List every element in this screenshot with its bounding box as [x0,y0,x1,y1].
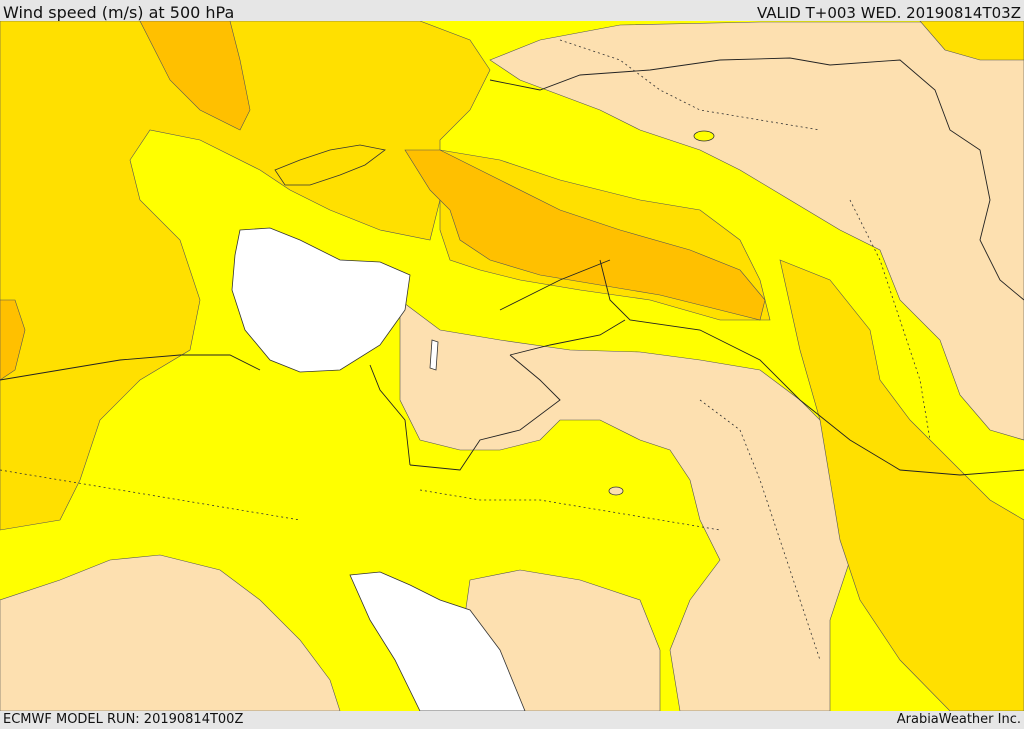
band-high-corner-ne [919,21,1024,61]
band-higher-jet [404,149,766,321]
country-borders [0,57,1024,476]
water-red-sea [349,571,526,711]
water-dead-sea [429,339,439,371]
water-east-med [231,227,411,373]
band-higher-anatolia [139,21,251,131]
header-bar: Wind speed (m/s) at 500 hPa VALID T+003 … [0,0,1024,22]
band-higher-west [0,299,26,381]
lake-2 [608,486,624,496]
wind-speed-map [0,21,1024,711]
band-low-syria-iraq [399,299,861,711]
model-run-label: ECMWF MODEL RUN: 20190814T00Z [3,712,244,727]
valid-time: VALID T+003 WED. 20190814T03Z [756,4,1021,22]
map-canvas [0,21,1024,711]
band-low-northeast [489,21,1024,441]
band-high-east [779,259,1024,711]
credit-label: ArabiaWeather Inc. [896,712,1021,727]
map-title: Wind speed (m/s) at 500 hPa [3,3,235,22]
regional-borders [0,39,931,661]
band-low-southwest [0,554,341,711]
band-high-north [0,21,491,531]
lake-1 [693,130,715,142]
cyprus-island [274,144,386,186]
footer-bar: ECMWF MODEL RUN: 20190814T00Z ArabiaWeat… [0,711,1024,729]
